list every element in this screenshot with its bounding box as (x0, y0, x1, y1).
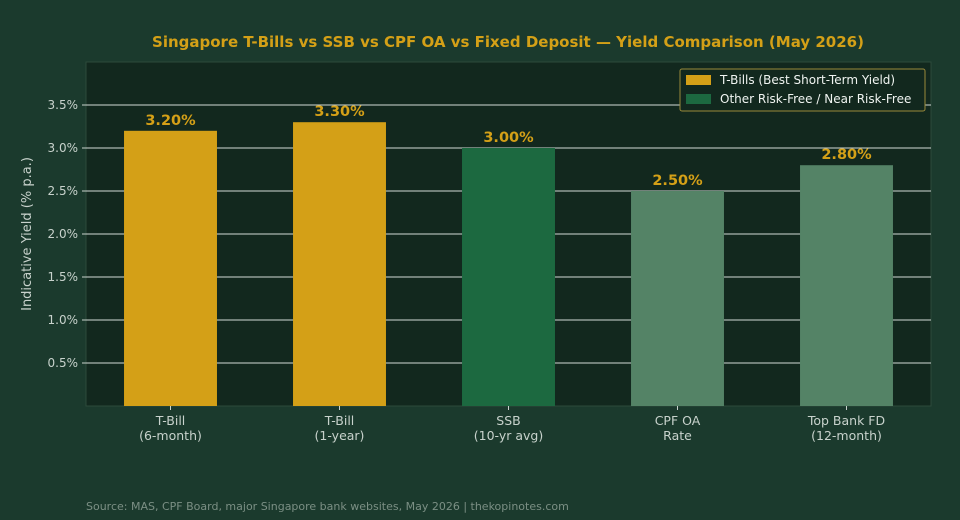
y-tick-label: 3.0% (48, 141, 79, 155)
data-label: 3.30% (314, 104, 365, 120)
bar (462, 148, 555, 406)
x-tick-label: (10-yr avg) (474, 428, 543, 443)
y-tick-label: 2.0% (48, 227, 79, 241)
x-tick-label: (6-month) (139, 428, 202, 443)
data-label: 3.00% (483, 130, 534, 146)
chart-title: Singapore T-Bills vs SSB vs CPF OA vs Fi… (152, 33, 864, 51)
bar (631, 191, 724, 406)
legend-box (679, 68, 926, 112)
bar (800, 165, 893, 406)
y-tick-label: 1.0% (48, 313, 79, 327)
data-label: 3.20% (145, 113, 196, 129)
x-tick-label: SSB (496, 413, 520, 428)
data-label: 2.80% (821, 147, 872, 163)
legend: T-Bills (Best Short-Term Yield) Other Ris… (679, 68, 926, 112)
y-tick-label: 0.5% (48, 356, 79, 370)
legend-entry: Other Risk-Free / Near Risk-Free (720, 92, 911, 106)
legend-swatch (686, 94, 711, 104)
x-tick-label: Rate (663, 428, 692, 443)
x-tick-label: Top Bank FD (807, 413, 885, 428)
x-tick-label: T-Bill (324, 413, 355, 428)
x-tick-label: CPF OA (655, 413, 701, 428)
y-tick-label: 1.5% (48, 270, 79, 284)
legend-swatch (686, 75, 711, 85)
x-tick-label: T-Bill (155, 413, 186, 428)
legend-entry: T-Bills (Best Short-Term Yield) (719, 73, 895, 87)
source-note: Source: MAS, CPF Board, major Singapore … (86, 500, 569, 513)
x-tick-label: (12-month) (811, 428, 882, 443)
x-tick-label: (1-year) (315, 428, 365, 443)
data-label: 2.50% (652, 173, 703, 189)
y-axis-label: Indicative Yield (% p.a.) (20, 157, 35, 311)
bar (293, 122, 386, 406)
y-tick-label: 3.5% (48, 98, 79, 112)
y-tick-label: 2.5% (48, 184, 79, 198)
bar (124, 130, 217, 407)
